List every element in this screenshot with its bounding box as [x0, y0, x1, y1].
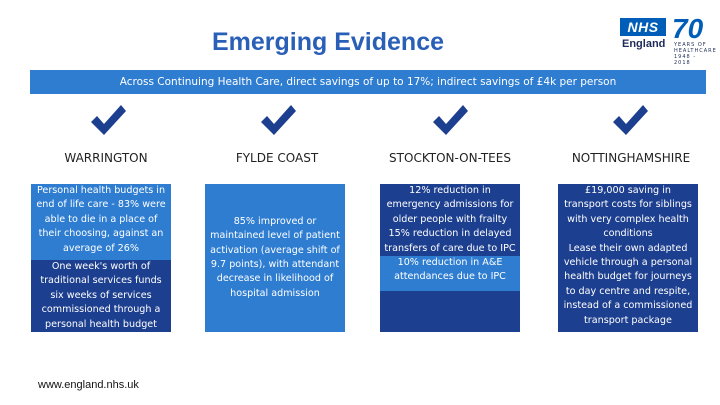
- evidence-text: Personal health budgets in end of life c…: [31, 184, 171, 260]
- evidence-box-stockton-on-tees: 12% reduction in emergency admissions fo…: [380, 184, 520, 332]
- evidence-box-warrington: Personal health budgets in end of life c…: [31, 184, 171, 333]
- column-heading-fylde-coast: FYLDE COAST: [235, 151, 319, 165]
- seventy-years-mark: 70: [672, 13, 704, 44]
- summary-banner: Across Continuing Health Care, direct sa…: [30, 70, 706, 94]
- column-heading-warrington: WARRINGTON: [64, 151, 148, 165]
- evidence-text: Lease their own adapted vehicle through …: [563, 242, 693, 326]
- evidence-text: 10% reduction in A&E attendances due to …: [380, 256, 520, 291]
- checkmark-icon: [261, 105, 296, 135]
- checkmark-icon: [433, 105, 468, 135]
- nhs-region-text: England: [622, 38, 666, 50]
- evidence-text: 12% reduction in emergency admissions fo…: [380, 184, 520, 228]
- evidence-box-nottinghamshire: £19,000 saving in transport costs for si…: [558, 184, 698, 332]
- page-title: Emerging Evidence: [211, 28, 445, 56]
- evidence-text: 85% improved or maintained level of pati…: [210, 215, 340, 299]
- checkmark-icon: [613, 105, 648, 135]
- nhs-england-logo: NHS England 70 YEARS OF HEALTHCARE 1948 …: [620, 14, 716, 66]
- checkmark-icon: [91, 105, 126, 135]
- evidence-text: One week's worth of traditional services…: [31, 260, 171, 333]
- seventy-years-caption: YEARS OF HEALTHCARE 1948 - 2018: [674, 42, 717, 66]
- evidence-text: 15% reduction in delayed transfers of ca…: [380, 227, 520, 257]
- column-heading-nottinghamshire: NOTTINGHAMSHIRE: [571, 151, 691, 165]
- footer-url: www.england.nhs.uk: [38, 379, 139, 391]
- evidence-box-fylde-coast: 85% improved or maintained level of pati…: [205, 184, 345, 332]
- nhs-logo-text: NHS: [620, 18, 666, 36]
- column-heading-stockton-on-tees: STOCKTON-ON-TEES: [389, 151, 511, 165]
- evidence-text: £19,000 saving in transport costs for si…: [564, 185, 692, 240]
